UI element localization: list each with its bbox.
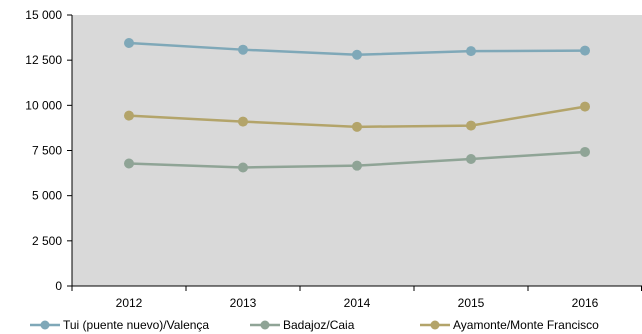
- data-point: [352, 160, 362, 171]
- data-point: [238, 162, 248, 173]
- y-tick-label: 15 000: [25, 8, 62, 22]
- legend-item: Badajoz/Caia: [250, 318, 355, 332]
- data-point: [580, 146, 590, 157]
- legend-item: Tui (puente nuevo)/Valença: [30, 318, 209, 332]
- data-point: [352, 121, 362, 132]
- data-point: [124, 110, 134, 121]
- legend-label: Badajoz/Caia: [283, 318, 355, 332]
- legend-marker: [260, 320, 270, 330]
- y-axis: 0 2 500 5 000 7 500 10 000 12 500 15 000: [25, 8, 73, 293]
- x-tick-label: 2016: [572, 296, 599, 310]
- x-tick-label: 2014: [344, 296, 371, 310]
- data-point: [466, 46, 476, 57]
- legend-label: Tui (puente nuevo)/Valença: [63, 318, 209, 332]
- series-3: [124, 101, 590, 132]
- x-tick-label: 2012: [116, 296, 143, 310]
- series-2: [124, 146, 590, 173]
- plot-area: [72, 15, 642, 286]
- series-lines: [124, 38, 590, 173]
- x-tick-label: 2015: [458, 296, 485, 310]
- series-1: [124, 38, 590, 60]
- x-tick-label: 2013: [230, 296, 257, 310]
- data-point: [580, 45, 590, 56]
- data-point: [466, 153, 476, 164]
- y-tick-label: 5 000: [32, 189, 62, 203]
- legend-item: Ayamonte/Monte Francisco: [420, 318, 599, 332]
- y-tick-label: 10 000: [25, 98, 62, 112]
- y-tick-label: 12 500: [25, 53, 62, 67]
- data-point: [580, 101, 590, 112]
- legend-label: Ayamonte/Monte Francisco: [453, 318, 599, 332]
- data-point: [466, 120, 476, 131]
- y-tick-label: 0: [55, 279, 62, 293]
- y-tick-label: 7 500: [32, 144, 62, 158]
- data-point: [124, 38, 134, 49]
- y-tick-label: 2 500: [32, 234, 62, 248]
- x-axis: 2012 2013 2014 2015 2016: [71, 285, 642, 310]
- data-point: [238, 116, 248, 127]
- data-point: [238, 44, 248, 55]
- legend-marker: [430, 320, 440, 330]
- legend-marker: [40, 320, 50, 330]
- data-point: [124, 158, 134, 169]
- legend: Tui (puente nuevo)/Valença Badajoz/Caia Ay…: [30, 318, 599, 332]
- data-point: [352, 49, 362, 60]
